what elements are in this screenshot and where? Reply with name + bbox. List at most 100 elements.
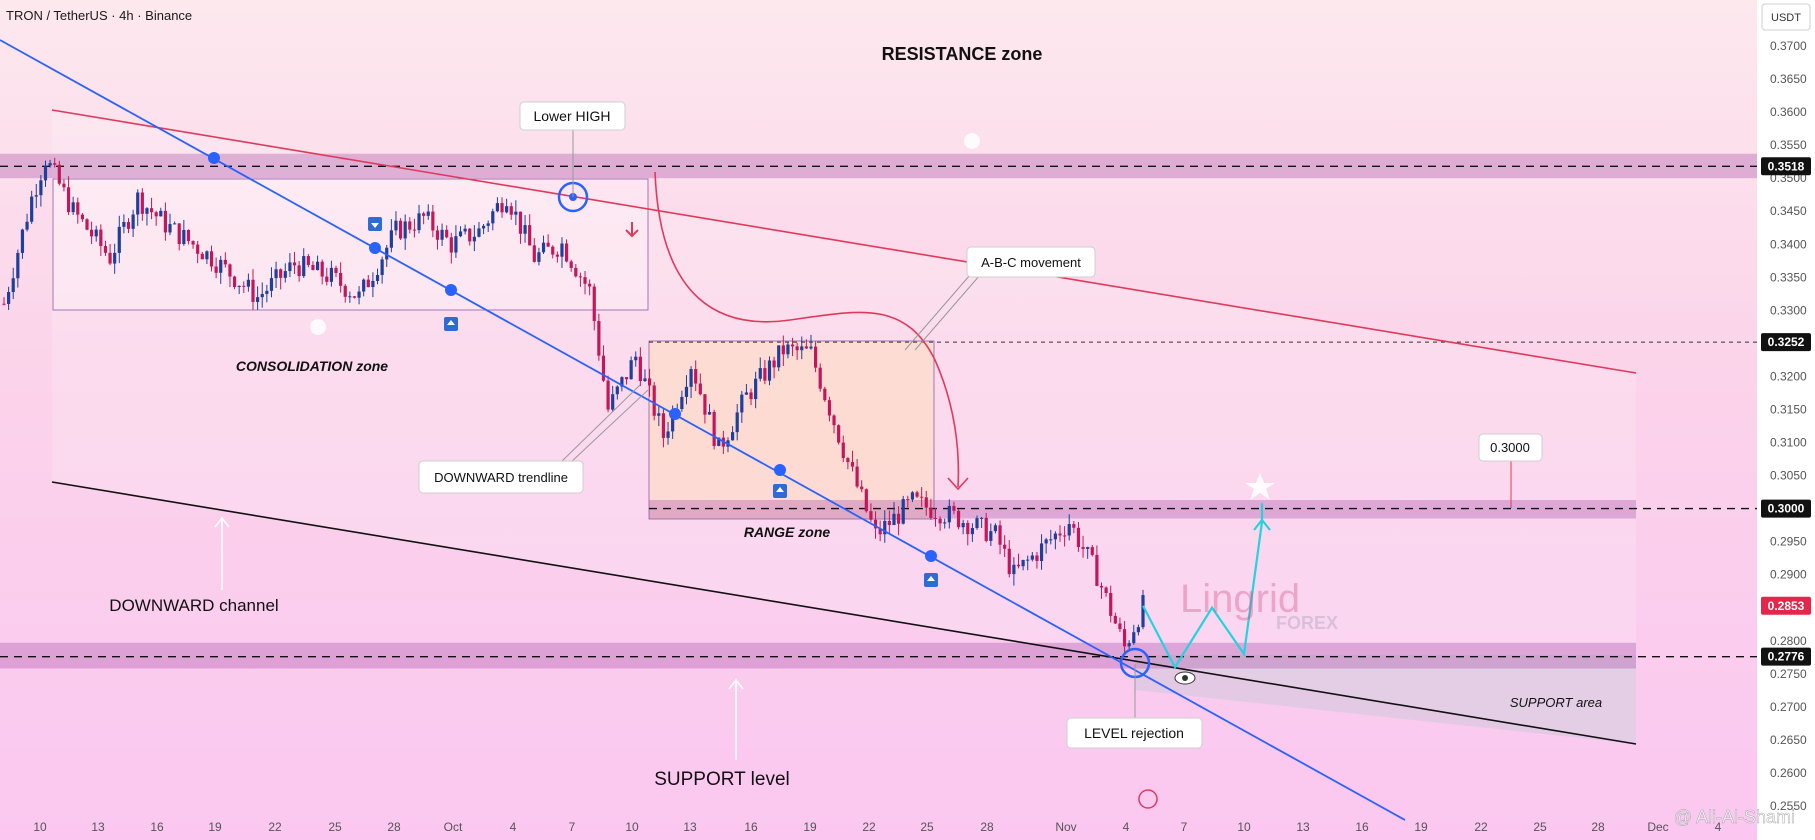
support-band [0,642,1636,669]
time-tick-label: 19 [803,820,817,834]
candle-body [809,346,813,349]
candle-body [343,285,347,297]
candle-body [334,267,338,273]
candle-body [901,499,905,524]
lower-high-callout: Lower HIGH [519,101,626,197]
candle-body [1109,593,1113,616]
trendline-touch-point [774,464,786,476]
candle-body [1086,547,1090,549]
candle-body [43,165,48,181]
candle-body [555,254,559,257]
candle-body [16,252,20,279]
candle-body [763,368,767,381]
candle-body [588,283,592,287]
candle-body [1122,629,1127,647]
candle-body [827,400,832,416]
price-tick-label: 0.2950 [1770,535,1807,549]
time-ticks: 10 13 16 19 22 25 28 Oct 4 7 10 13 16 19 22 25 28 Nov 4 7 10… [33,820,1721,834]
time-tick-label: 10 [33,820,47,834]
candle-body [560,243,564,257]
candle-body [431,211,435,231]
candle-body [39,180,43,196]
price-scale[interactable]: USDT 0.37000.36500.36000.35500.35000.345… [1757,0,1815,840]
eye-icon-pupil [1182,675,1188,681]
candle-body [795,346,799,351]
candle-body [754,378,758,400]
candle-body [297,265,301,277]
candle-body [182,230,186,245]
candle-body [1136,627,1140,633]
candle-body [735,412,739,433]
candle-body [260,293,264,298]
candle-body [850,462,855,467]
candle-body [302,256,306,277]
candle-body [256,297,260,302]
candle-body [740,394,744,413]
price-badge-label: 0.3000 [1768,502,1805,516]
candle-body [583,277,587,284]
candle-body [325,276,329,282]
candle-body [315,261,320,271]
trendline-touch-point [445,284,457,296]
consolidation-zone-label: CONSOLIDATION zone [236,358,388,374]
signal-marker-glyph [447,320,455,325]
trendline-touch-point [669,408,681,420]
candle-body [472,236,476,242]
candle-body [920,496,924,498]
candle-body [864,489,868,512]
lingrid-watermark: Lingrid FOREX [1180,577,1338,633]
svg-text:DOWNWARD trendline: DOWNWARD trendline [434,470,568,485]
candle-body [168,224,172,233]
time-tick-label: 28 [980,820,994,834]
candle-body [394,220,398,231]
candle-body [20,229,25,253]
candle-body [435,230,440,240]
svg-text:LEVEL rejection: LEVEL rejection [1084,725,1184,741]
candle-body [1044,539,1048,544]
candle-body [1076,527,1081,548]
candle-body [638,356,642,382]
candle-body [251,279,255,302]
candle-body [149,208,154,213]
candle-body [269,278,274,291]
candle-body [1081,547,1085,549]
candle-body [933,517,938,519]
support-area-fill [1135,655,1636,744]
forecast-arrow-head [1253,518,1271,531]
time-axis[interactable]: 10 13 16 19 22 25 28 Oct 4 7 10 13 16 19 22 25 28 Nov 4 7 10… [33,820,1721,834]
candle-body [445,229,449,238]
candle-body [279,269,283,278]
candle-body [306,256,310,265]
candle-body [749,392,753,400]
price-tick-label: 0.2600 [1770,766,1807,780]
star-icon [1245,473,1275,500]
candle-body [984,517,988,541]
time-tick-label: 25 [920,820,934,834]
candle-body [1099,585,1104,588]
candle-body [915,492,919,497]
candle-body [924,497,928,508]
price-badge [1761,647,1811,666]
candle-body [449,237,453,253]
price-tick-label: 0.3700 [1770,39,1807,53]
price-tick-label: 0.3550 [1770,138,1807,152]
candle-body [491,211,495,224]
candle-body [196,244,200,254]
candle-body [412,229,417,231]
candle-body [366,279,370,288]
candle-body [71,202,75,213]
candle-body [265,290,269,294]
time-tick-label: 16 [150,820,164,834]
price-tick-label: 0.3150 [1770,402,1807,416]
candle-body [398,220,403,239]
signal-marker-glyph [927,576,935,581]
target-callout: 0.3000 [1478,433,1543,508]
candle-body [574,267,578,277]
candle-body [311,264,315,271]
candle-body [883,520,887,535]
candle-body [578,276,583,278]
candle-body [712,411,716,446]
time-tick-label: 10 [625,820,639,834]
candle-body [1063,535,1067,537]
